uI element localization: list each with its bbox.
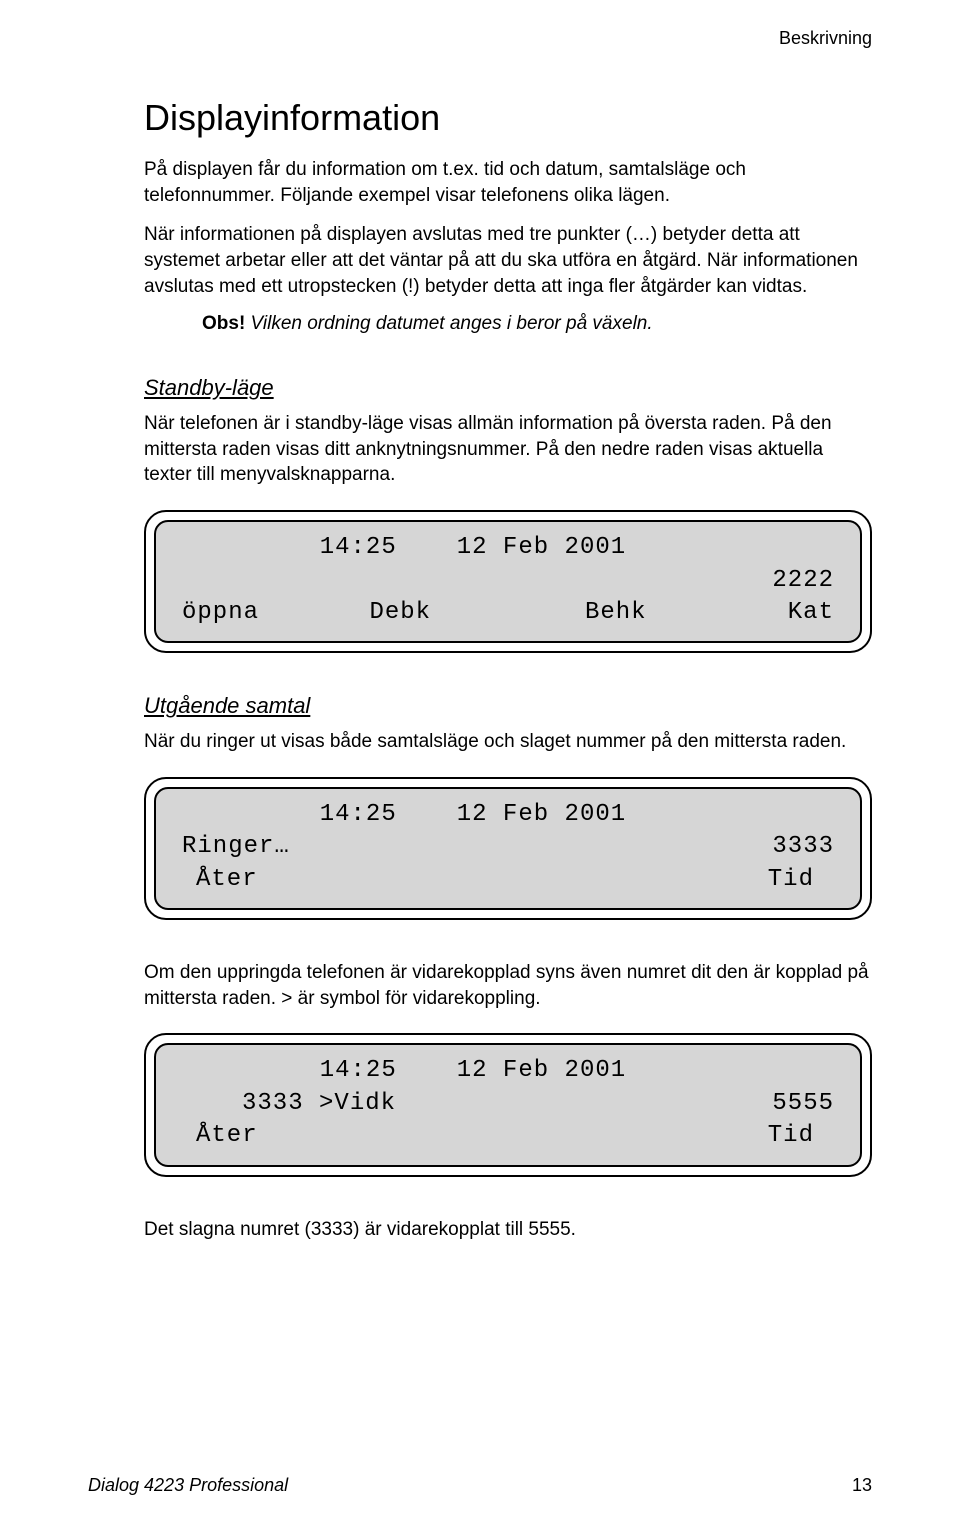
intro-paragraph-1: På displayen får du information om t.ex.… [144,157,872,208]
softkey: Debk [328,597,514,629]
lcd-time: 14:25 [182,799,417,831]
lcd-number: 3333 [772,831,834,863]
lcd-softkeys: Åter Tid [182,864,834,896]
forwarded-caption: Det slagna numret (3333) är vidarekoppla… [144,1217,872,1243]
forwarded-text: Om den uppringda telefonen är vidarekopp… [144,960,872,1011]
footer-page-number: 13 [852,1475,872,1496]
standby-heading: Standby-läge [144,375,872,401]
lcd-status: Ringer… [182,831,290,863]
lcd-forward-mid: 3333 >Vidk [182,1088,396,1120]
lcd-date: 12 Feb 2001 [417,1055,834,1087]
footer-product: Dialog 4223 Professional [88,1475,288,1496]
softkey: Tid [768,1120,834,1152]
softkey: Behk [513,597,689,629]
lcd-row: 2222 [182,565,834,597]
lcd-time: 14:25 [182,532,417,564]
lcd-softkeys: Åter Tid [182,1120,834,1152]
lcd-outgoing-inner: 14:25 12 Feb 2001 Ringer… 3333 Åter Tid [154,787,862,910]
lcd-number: 5555 [772,1088,834,1120]
lcd-outgoing: 14:25 12 Feb 2001 Ringer… 3333 Åter Tid [144,777,872,920]
softkey: Tid [768,864,834,896]
header-section: Beskrivning [144,28,872,49]
lcd-time: 14:25 [182,1055,417,1087]
note: Obs! Vilken ordning datumet anges i bero… [202,313,872,335]
lcd-standby-inner: 14:25 12 Feb 2001 2222 öppna Debk Behk K… [154,520,862,643]
intro-paragraph-2: När informationen på displayen avslutas … [144,222,872,299]
outgoing-text: När du ringer ut visas både samtalsläge … [144,729,872,755]
lcd-softkeys: öppna Debk Behk Kat [182,597,834,629]
lcd-row: 14:25 12 Feb 2001 [182,799,834,831]
lcd-standby: 14:25 12 Feb 2001 2222 öppna Debk Behk K… [144,510,872,653]
note-label: Obs! [202,313,245,334]
lcd-forwarded: 14:25 12 Feb 2001 3333 >Vidk 5555 Åter T… [144,1033,872,1176]
lcd-row: Ringer… 3333 [182,831,834,863]
note-text: Vilken ordning datumet anges i beror på … [245,313,652,334]
lcd-forwarded-inner: 14:25 12 Feb 2001 3333 >Vidk 5555 Åter T… [154,1043,862,1166]
softkey: öppna [182,597,328,629]
lcd-row: 14:25 12 Feb 2001 [182,1055,834,1087]
softkey: Åter [182,864,258,896]
footer: Dialog 4223 Professional 13 [88,1475,872,1496]
lcd-date: 12 Feb 2001 [417,532,834,564]
softkey: Åter [182,1120,258,1152]
lcd-extension: 2222 [772,565,834,597]
lcd-row: 14:25 12 Feb 2001 [182,532,834,564]
lcd-date: 12 Feb 2001 [417,799,834,831]
page-title: Displayinformation [144,97,872,139]
standby-text: När telefonen är i standby-läge visas al… [144,411,872,488]
lcd-row: 3333 >Vidk 5555 [182,1088,834,1120]
softkey: Kat [689,597,835,629]
outgoing-heading: Utgående samtal [144,693,872,719]
